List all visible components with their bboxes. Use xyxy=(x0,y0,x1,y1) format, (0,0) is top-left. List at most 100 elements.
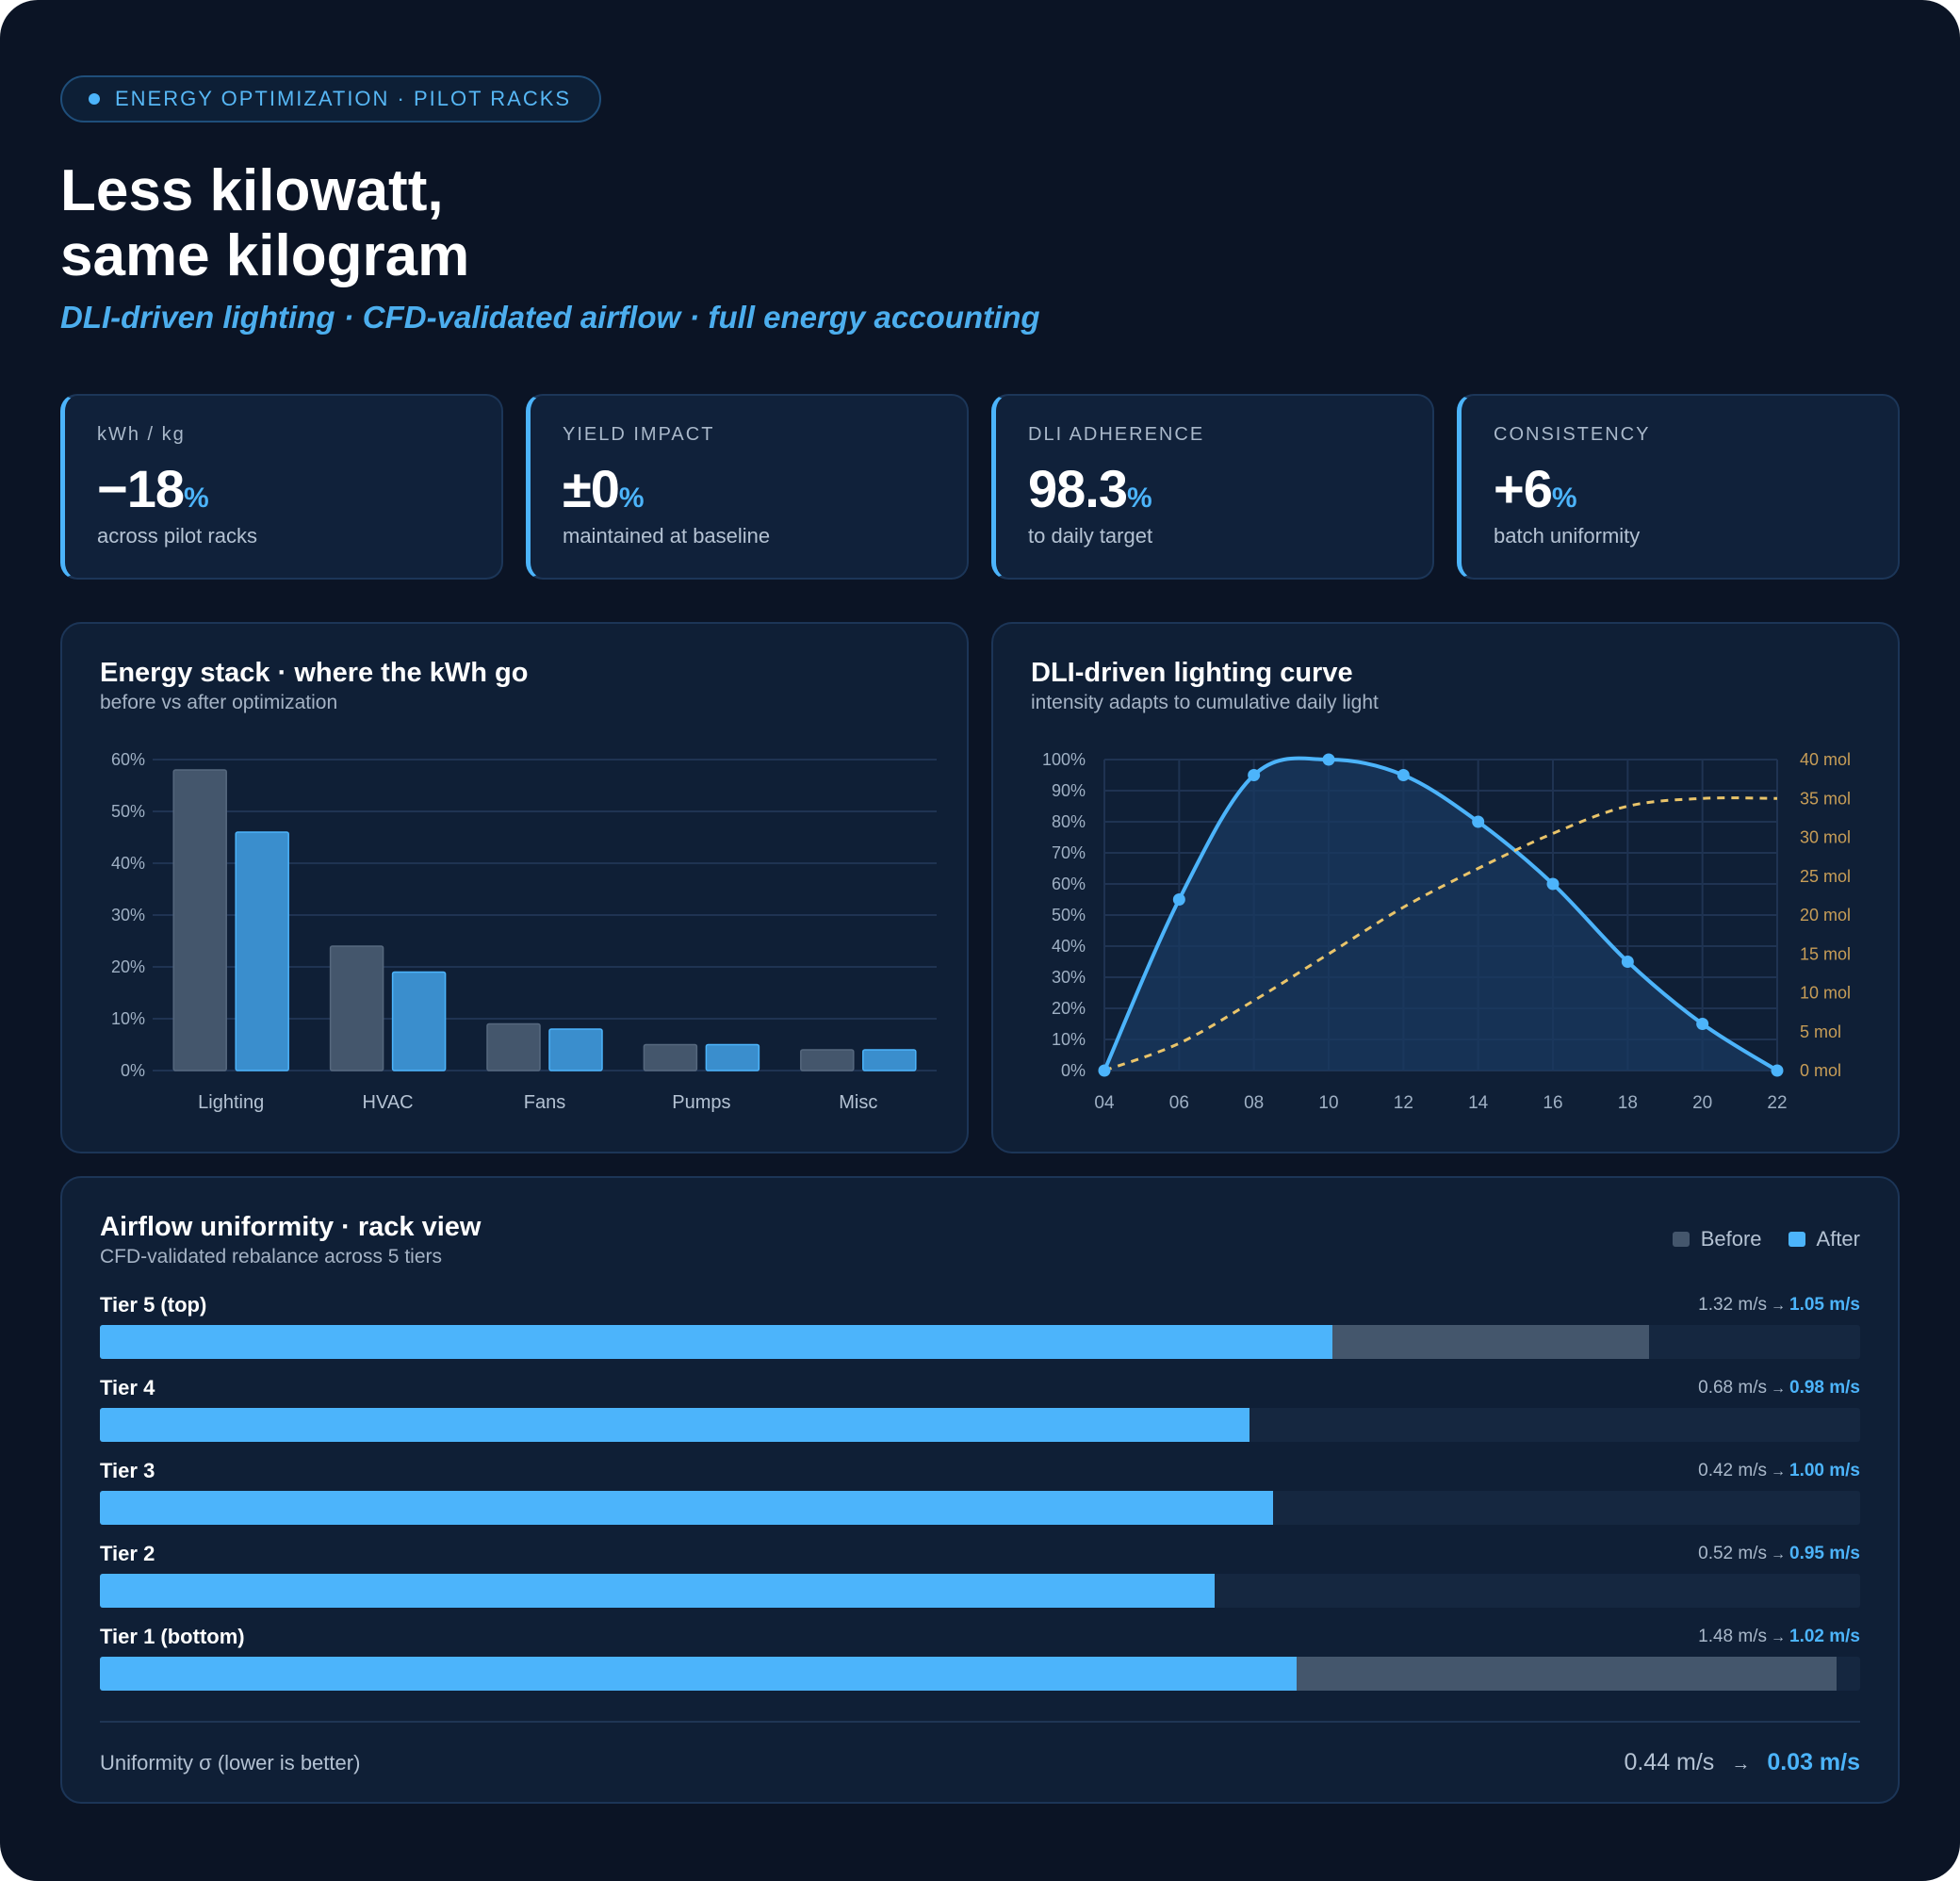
legend-before-swatch xyxy=(1672,1232,1690,1247)
airflow-tier-row: Tier 1 (bottom) 1.48 m/s → 1.02 m/s xyxy=(100,1625,1860,1700)
tier-bar-track xyxy=(100,1325,1860,1359)
y2-tick-label: 0 mol xyxy=(1800,1061,1841,1080)
page-subtitle: DLI-driven lighting · CFD-validated airf… xyxy=(60,300,1040,335)
x-tick-label: 12 xyxy=(1394,1093,1413,1113)
lighting-chart-subtitle: intensity adapts to cumulative daily lig… xyxy=(1031,692,1379,713)
y-tick-label: 60% xyxy=(111,750,145,769)
intensity-point xyxy=(1172,893,1185,906)
kpi-note: batch uniformity xyxy=(1494,524,1641,548)
sigma-before-value: 0.44 m/s xyxy=(1624,1749,1715,1775)
kpi-number: +6 xyxy=(1494,459,1553,518)
status-dot-icon xyxy=(89,93,100,105)
page-title-line2: same kilogram xyxy=(60,223,470,288)
y2-tick-label: 35 mol xyxy=(1800,789,1851,808)
tier-name: Tier 5 (top) xyxy=(100,1293,207,1317)
kpi-number: 98.3 xyxy=(1028,459,1128,518)
y2-tick-label: 40 mol xyxy=(1800,750,1851,769)
tier-bar-track xyxy=(100,1491,1860,1525)
legend-after-swatch xyxy=(1788,1232,1805,1247)
y-tick-label: 40% xyxy=(111,854,145,873)
tier-after-value: 1.00 m/s xyxy=(1789,1461,1860,1480)
arrow-icon: → xyxy=(1731,1754,1751,1775)
x-tick-label: 14 xyxy=(1468,1093,1489,1113)
energy-stack-panel: Energy stack · where the kWh go before v… xyxy=(60,622,969,1153)
airflow-tier-row: Tier 3 0.42 m/s → 1.00 m/s xyxy=(100,1459,1860,1534)
x-tick-label: 06 xyxy=(1169,1093,1189,1113)
intensity-point xyxy=(1771,1064,1784,1077)
sigma-after-value: 0.03 m/s xyxy=(1767,1749,1860,1775)
arrow-icon: → xyxy=(1771,1298,1786,1314)
legend-before: Before xyxy=(1672,1227,1762,1251)
tier-values: 0.68 m/s → 0.98 m/s xyxy=(1698,1378,1860,1398)
kpi-value: +6% xyxy=(1494,458,1577,519)
tier-values: 0.42 m/s → 1.00 m/s xyxy=(1698,1461,1860,1481)
lighting-line-chart: 0% 10% 20% 30% 40% 50% 60% 70% 80% 90% 100% 04 06 08 1… xyxy=(1042,750,1851,1113)
kpi-note: to daily target xyxy=(1028,524,1153,548)
energy-chart-subtitle: before vs after optimization xyxy=(100,692,338,713)
y-tick-label: 0% xyxy=(121,1061,145,1080)
tier-values: 1.48 m/s → 1.02 m/s xyxy=(1698,1627,1860,1647)
y-tick-label: 10% xyxy=(1052,1030,1086,1049)
tier-after-value: 0.95 m/s xyxy=(1789,1544,1860,1563)
kpi-card-dli-adherence: DLI ADHERENCE 98.3% to daily target xyxy=(991,394,1434,580)
lighting-curve-panel: DLI-driven lighting curve intensity adap… xyxy=(991,622,1900,1153)
x-tick-label: Lighting xyxy=(198,1092,264,1113)
kpi-unit: % xyxy=(1127,483,1152,514)
kpi-unit: % xyxy=(184,483,209,514)
arrow-icon: → xyxy=(1771,1546,1786,1562)
bar-after xyxy=(235,831,289,1071)
x-tick-label: 04 xyxy=(1094,1093,1115,1113)
tier-bar-after xyxy=(100,1574,1216,1608)
y-tick-label: 40% xyxy=(1052,937,1086,956)
divider xyxy=(100,1721,1860,1723)
bar-before xyxy=(800,1049,855,1071)
bar-before xyxy=(329,945,384,1071)
kpi-label: CONSISTENCY xyxy=(1494,424,1651,445)
intensity-point xyxy=(1621,956,1634,968)
kpi-card-kwh-per-kg: kWh / kg −18% across pilot racks xyxy=(60,394,503,580)
tier-name: Tier 2 xyxy=(100,1542,155,1565)
airflow-subtitle: CFD-validated rebalance across 5 tiers xyxy=(100,1246,442,1268)
y2-tick-label: 30 mol xyxy=(1800,828,1851,847)
legend-after-label: After xyxy=(1816,1227,1860,1251)
tier-bar-track xyxy=(100,1408,1860,1442)
tier-name: Tier 1 (bottom) xyxy=(100,1625,245,1648)
y2-tick-label: 5 mol xyxy=(1800,1022,1841,1041)
kpi-unit: % xyxy=(1551,483,1577,514)
kpi-value: ±0% xyxy=(563,458,645,519)
bar-before xyxy=(486,1022,541,1071)
section-badge: ENERGY OPTIMIZATION · PILOT RACKS xyxy=(60,75,602,123)
x-tick-label: 16 xyxy=(1543,1093,1562,1113)
y-tick-label: 50% xyxy=(1052,906,1086,924)
airflow-legend: Before After xyxy=(1646,1227,1860,1251)
uniformity-sigma-values: 0.44 m/s → 0.03 m/s xyxy=(1624,1749,1860,1776)
y-tick-label: 70% xyxy=(1052,843,1086,862)
tier-bar-track xyxy=(100,1657,1860,1691)
tier-after-value: 1.05 m/s xyxy=(1789,1295,1860,1315)
y-tick-label: 50% xyxy=(111,802,145,821)
kpi-value: 98.3% xyxy=(1028,458,1152,519)
kpi-card-yield-impact: YIELD IMPACT ±0% maintained at baseline xyxy=(526,394,969,580)
page-title-line1: Less kilowatt, xyxy=(60,158,444,223)
intensity-line xyxy=(1102,756,1779,1072)
x-tick-label: Fans xyxy=(524,1092,565,1113)
arrow-icon: → xyxy=(1771,1381,1786,1397)
airflow-panel: Airflow uniformity · rack view CFD-valid… xyxy=(60,1176,1900,1804)
tier-after-value: 0.98 m/s xyxy=(1789,1378,1860,1398)
kpi-number: −18 xyxy=(97,459,185,518)
intensity-point xyxy=(1696,1018,1709,1030)
airflow-tier-row: Tier 5 (top) 1.32 m/s → 1.05 m/s xyxy=(100,1293,1860,1368)
energy-bar-chart: 0% 10% 20% 30% 40% 50% 60% Lighting HVAC Fans Pump… xyxy=(111,750,937,1113)
kpi-unit: % xyxy=(618,483,645,514)
bar-after xyxy=(548,1028,603,1071)
x-tick-label: 20 xyxy=(1692,1093,1712,1113)
tier-values: 1.32 m/s → 1.05 m/s xyxy=(1698,1295,1860,1316)
energy-chart-title: Energy stack · where the kWh go xyxy=(100,658,529,688)
x-tick-label: 10 xyxy=(1318,1093,1338,1113)
page-title: Less kilowatt, same kilogram xyxy=(60,158,469,288)
bar-before xyxy=(172,769,227,1071)
lighting-chart-title: DLI-driven lighting curve xyxy=(1031,658,1353,688)
tier-bar-after xyxy=(100,1325,1332,1359)
tier-bar-after xyxy=(100,1657,1298,1691)
y-tick-label: 80% xyxy=(1052,812,1086,831)
